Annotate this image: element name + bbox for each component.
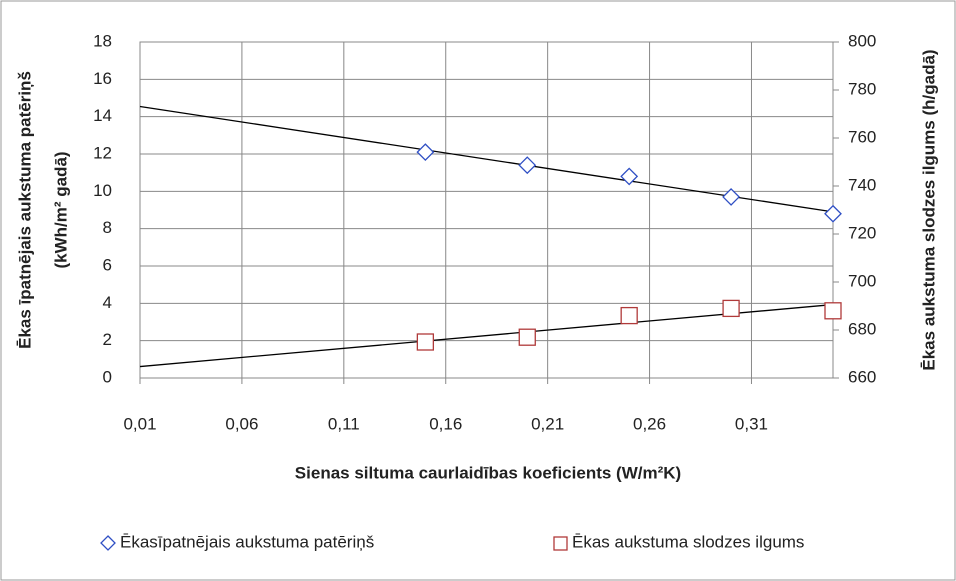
legend-label: Ēkasīpatnējais aukstuma patēriņš xyxy=(120,532,374,551)
y-axis-title: Ēkas īpatnējais aukstuma patēriņš xyxy=(15,71,34,349)
y-tick-label: 10 xyxy=(93,181,112,200)
point xyxy=(620,167,639,186)
y-tick-label: 16 xyxy=(93,69,112,88)
y2-tick-label: 800 xyxy=(848,31,876,50)
point xyxy=(518,156,537,175)
point xyxy=(824,302,842,320)
y-tick-label: 4 xyxy=(103,293,112,312)
x-axis-title: Sienas siltuma caurlaidības koeficients … xyxy=(295,463,681,482)
y-tick-label: 6 xyxy=(103,255,112,274)
point xyxy=(722,188,741,206)
legend-marker xyxy=(553,536,568,551)
y2-tick-label: 660 xyxy=(848,367,876,386)
y-tick-label: 8 xyxy=(103,218,112,237)
trendline xyxy=(139,303,834,368)
legend-label: Ēkas aukstuma slodzes ilgums xyxy=(572,532,804,551)
y-tick-label: 2 xyxy=(103,330,112,349)
x-tick-label: 0,26 xyxy=(633,414,666,433)
point xyxy=(824,204,842,223)
point xyxy=(416,143,435,162)
x-tick-label: 0,06 xyxy=(225,414,258,433)
x-tick-label: 0,21 xyxy=(531,414,564,433)
x-tick-label: 0,11 xyxy=(328,414,360,433)
y2-tick-label: 720 xyxy=(848,223,876,242)
legend-marker xyxy=(100,535,116,551)
y-tick-label: 18 xyxy=(93,31,112,50)
y2-tick-label: 780 xyxy=(848,79,876,98)
y2-tick-label: 700 xyxy=(848,271,876,290)
x-tick-label: 0,01 xyxy=(123,414,156,433)
point xyxy=(518,328,536,346)
point xyxy=(722,299,740,318)
point xyxy=(416,333,435,351)
y2-axis-title: Ēkas aukstuma slodzes ilgums (h/gadā) xyxy=(919,49,938,370)
y-tick-label: 12 xyxy=(93,143,112,162)
y2-tick-label: 760 xyxy=(848,127,876,146)
point xyxy=(620,306,638,325)
trendline xyxy=(139,105,834,213)
y2-tick-label: 740 xyxy=(848,175,876,194)
y2-tick-label: 680 xyxy=(848,319,876,338)
y-tick-label: 0 xyxy=(103,367,112,386)
y-tick-label: 14 xyxy=(93,106,112,125)
x-tick-label: 0,31 xyxy=(735,414,768,433)
y-axis-title: (kWh/m² gadā) xyxy=(51,151,70,268)
x-tick-label: 0,16 xyxy=(429,414,462,433)
